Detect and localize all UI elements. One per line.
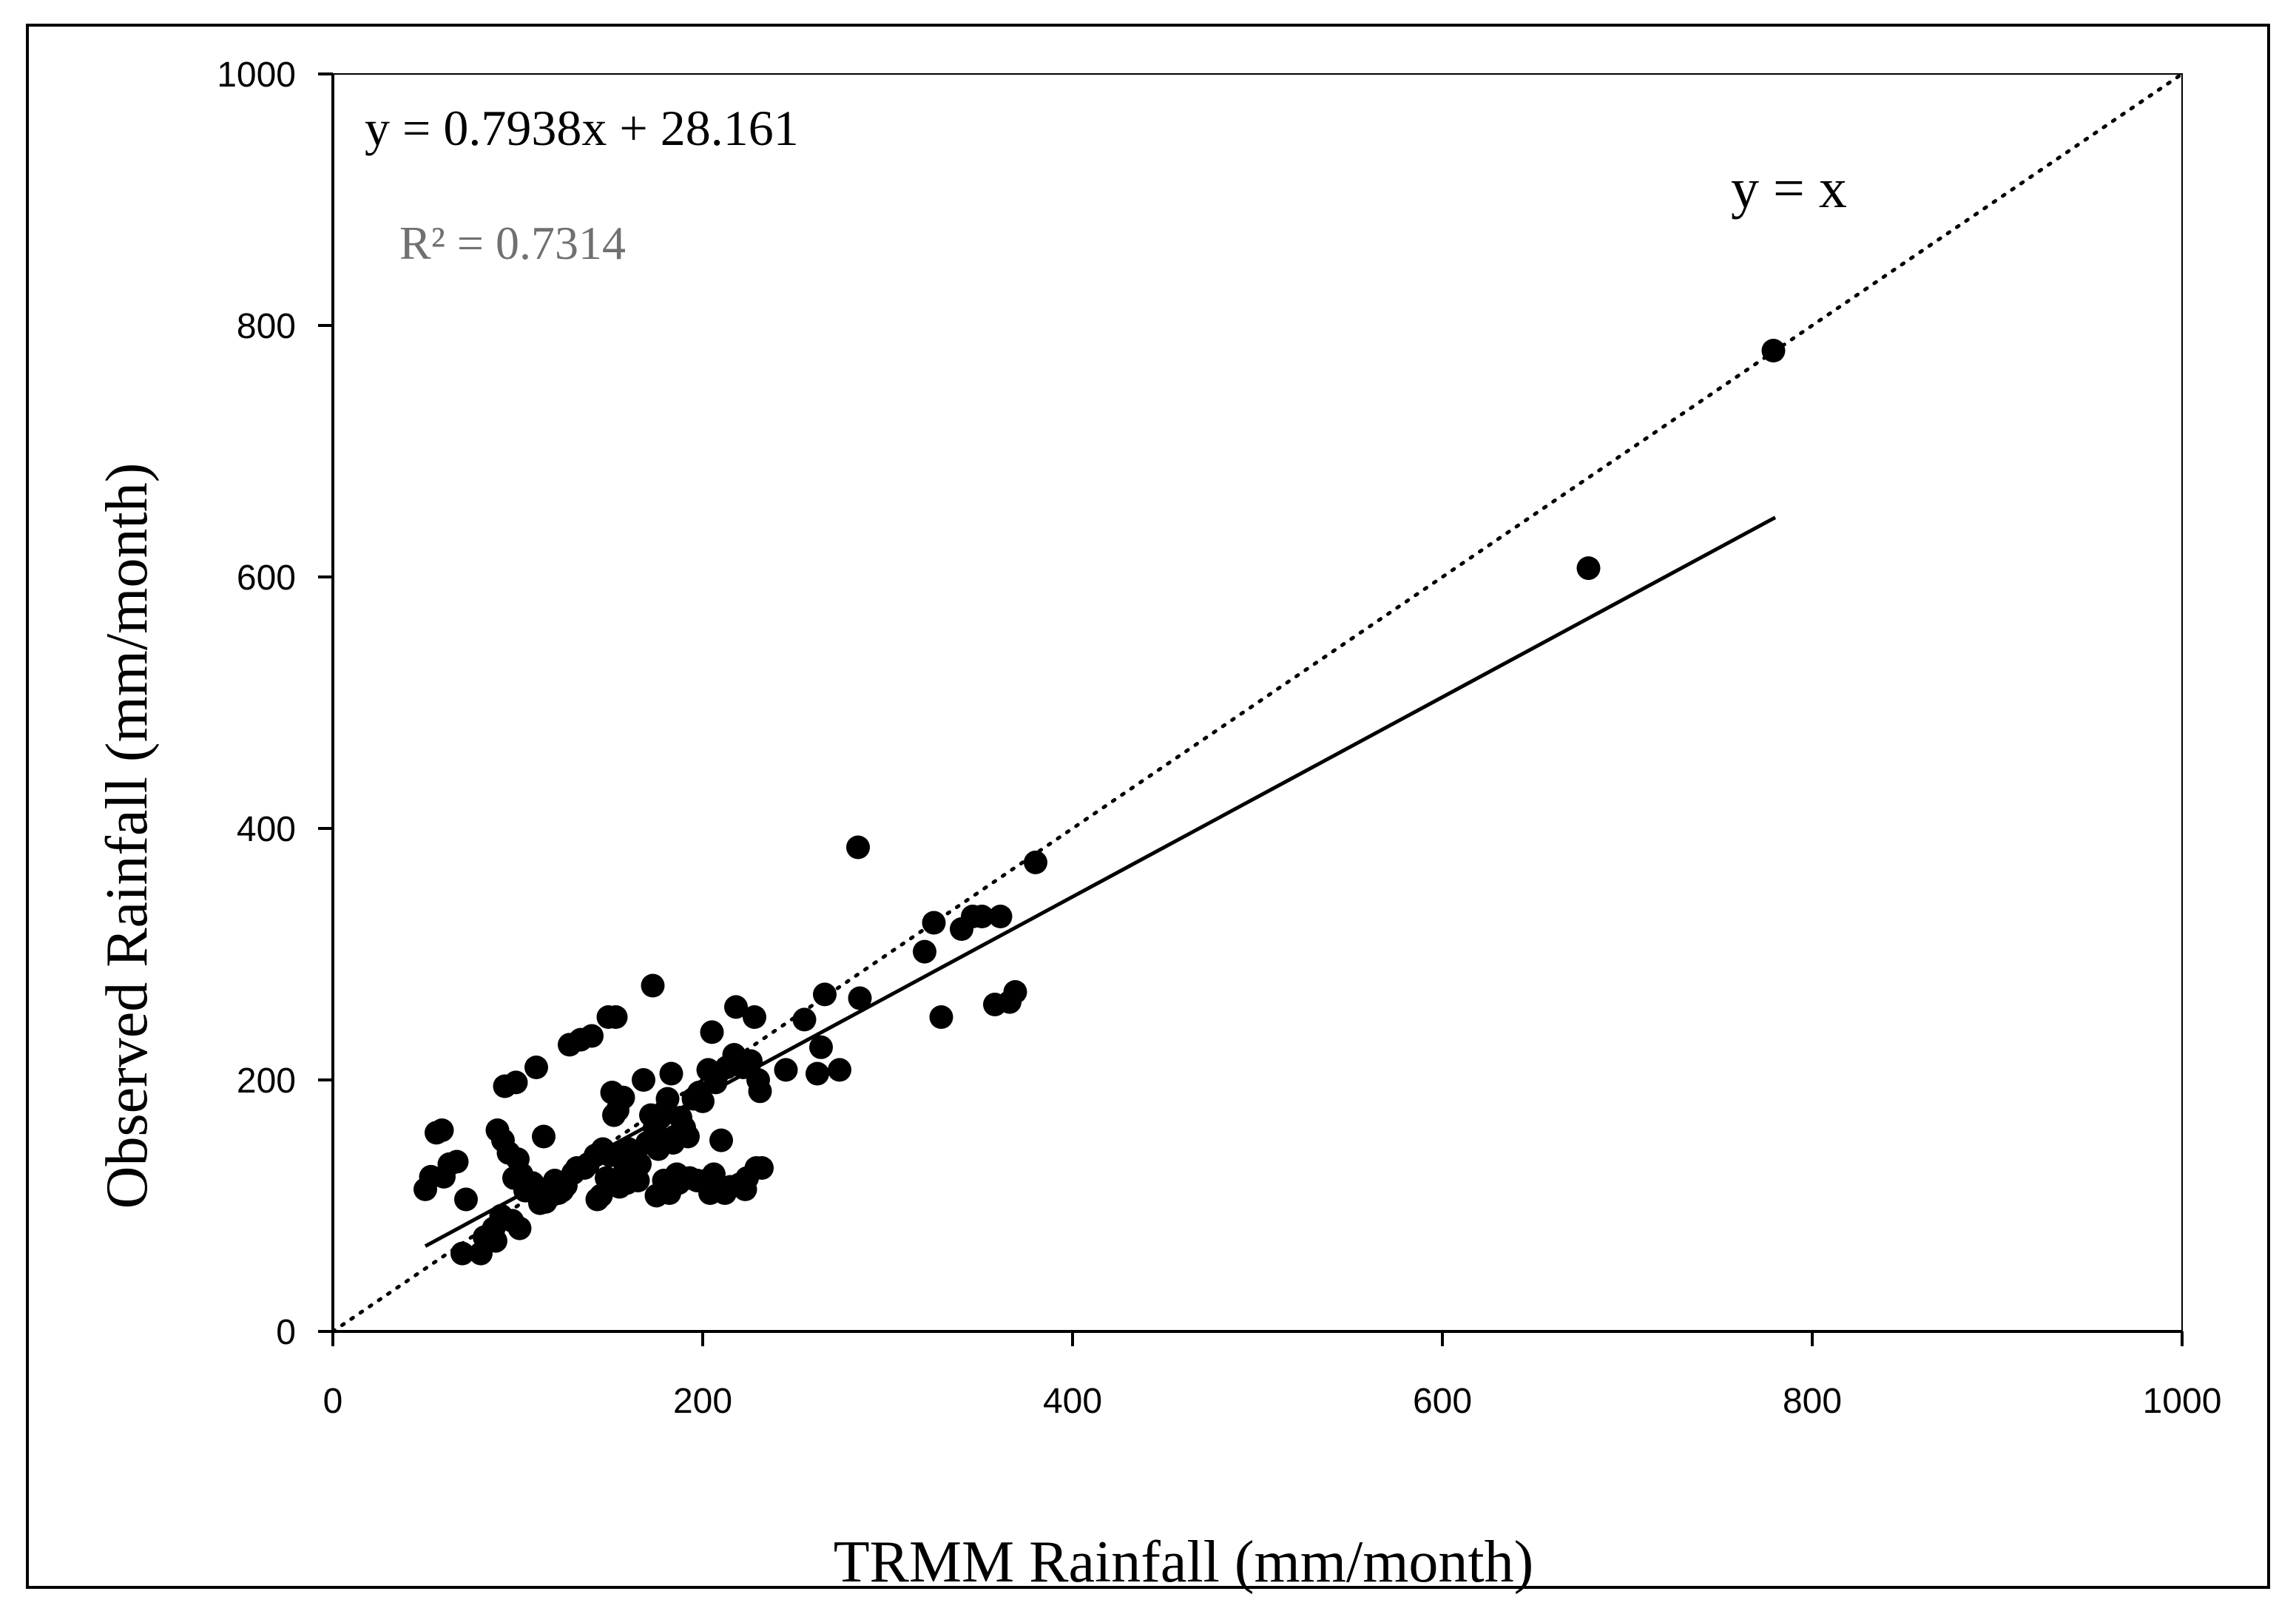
data-point	[913, 939, 936, 964]
y-tick-label: 400	[237, 810, 296, 849]
data-point	[532, 1124, 556, 1149]
data-point	[611, 1085, 635, 1110]
data-point	[655, 1087, 680, 1111]
chart-border	[26, 24, 2270, 1589]
data-point	[809, 1035, 833, 1059]
data-points	[413, 339, 1786, 1266]
data-point	[507, 1216, 532, 1240]
x-tick-label: 800	[1783, 1382, 1842, 1421]
data-point	[445, 1149, 469, 1174]
data-point	[709, 1128, 733, 1152]
data-point	[828, 1058, 851, 1082]
data-point	[1576, 556, 1601, 581]
data-point	[774, 1058, 798, 1082]
x-tick-label: 200	[673, 1382, 732, 1421]
data-point	[1003, 980, 1027, 1004]
data-point	[806, 1061, 829, 1086]
x-tick-label: 0	[323, 1382, 343, 1421]
data-point	[970, 905, 994, 928]
data-point	[580, 1024, 604, 1048]
y-tick-label: 1000	[217, 55, 296, 95]
data-point	[450, 1241, 474, 1266]
x-tick-label: 1000	[2143, 1382, 2222, 1421]
y-tick-label: 0	[276, 1313, 296, 1352]
data-point	[813, 982, 837, 1007]
data-point	[641, 973, 665, 998]
data-point	[700, 1020, 724, 1044]
data-point	[659, 1061, 683, 1086]
data-point	[848, 986, 872, 1010]
data-point	[702, 1162, 726, 1186]
data-point	[524, 1056, 548, 1079]
data-point	[676, 1124, 700, 1149]
data-point	[748, 1079, 772, 1104]
data-point	[739, 1049, 763, 1073]
x-tick-label: 600	[1413, 1382, 1472, 1421]
data-point	[792, 1007, 817, 1032]
equation-label: y = 0.7938x + 28.161	[365, 100, 799, 156]
data-point	[628, 1152, 652, 1176]
identity-line-label: y = x	[1731, 158, 1847, 220]
y-tick-label: 200	[237, 1061, 296, 1101]
x-axis-title: TRMM Rainfall (mm/month)	[834, 1530, 1534, 1595]
y-axis-title: Observed Rainfall (mm/month)	[95, 463, 160, 1209]
trend-line	[424, 516, 1777, 1248]
x-tick-label: 400	[1043, 1382, 1102, 1421]
y-ticks: 0 200 400 600 800 1000	[217, 55, 333, 1352]
data-point	[922, 911, 946, 935]
data-point	[750, 1156, 774, 1180]
data-point	[521, 1171, 544, 1195]
y-tick-label: 800	[237, 307, 296, 346]
data-point	[724, 995, 748, 1019]
data-point	[988, 905, 1013, 928]
data-point	[1761, 339, 1786, 362]
data-point	[430, 1118, 454, 1142]
data-point	[484, 1229, 507, 1253]
y-tick-label: 600	[237, 558, 296, 598]
data-point	[691, 1089, 715, 1113]
data-point	[632, 1068, 655, 1092]
data-point	[929, 1005, 953, 1029]
data-point	[1024, 850, 1047, 874]
identity-line	[331, 72, 2184, 1334]
data-point	[604, 1005, 628, 1029]
x-ticks: 0 200 400 600 800 1000	[323, 1331, 2222, 1421]
r-squared-label: R² = 0.7314	[399, 217, 626, 269]
data-point	[454, 1187, 478, 1212]
data-point	[743, 1005, 766, 1029]
data-point	[846, 835, 870, 860]
data-point	[504, 1070, 528, 1095]
